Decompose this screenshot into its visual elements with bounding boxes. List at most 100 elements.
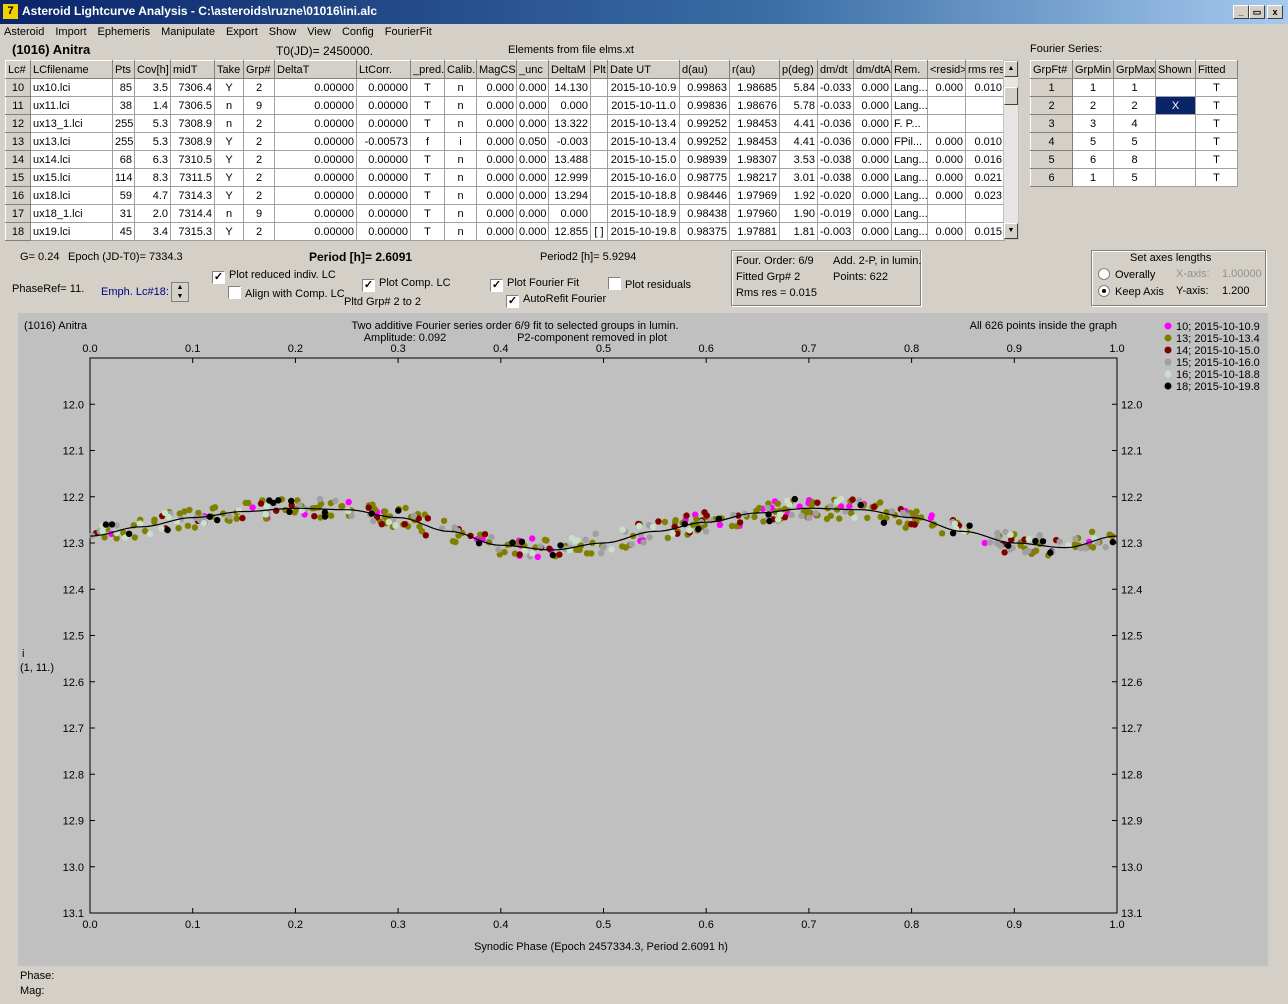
lc-cell[interactable]: 255	[112, 114, 135, 133]
lc-cell[interactable]: 13.322	[548, 114, 591, 133]
lc-col-header[interactable]: MagCS	[476, 60, 517, 79]
lc-cell[interactable]: 68	[112, 150, 135, 169]
lc-cell[interactable]: 0.000	[476, 96, 517, 115]
fs-cell[interactable]: 5	[1113, 132, 1156, 151]
lc-cell[interactable]: 1.98676	[729, 96, 780, 115]
lc-cell[interactable]: ux18_1.lci	[30, 204, 113, 223]
lc-cell[interactable]: 0.000	[516, 96, 549, 115]
lc-cell[interactable]: 1.90	[779, 204, 818, 223]
lc-cell[interactable]: n	[214, 204, 244, 223]
lc-cell[interactable]: 0.000	[853, 150, 892, 169]
lc-cell[interactable]: 0.00000	[274, 186, 357, 205]
lc-row-number[interactable]: 14	[5, 150, 31, 169]
autorefit-checkbox[interactable]: ✓ AutoRefit Fourier	[506, 293, 606, 308]
lc-cell[interactable]: 0.00000	[356, 204, 411, 223]
lc-cell[interactable]: 2015-10-18.9	[607, 204, 680, 223]
fs-cell[interactable]	[1155, 150, 1196, 169]
menu-manipulate[interactable]: Manipulate	[161, 26, 215, 38]
lc-col-header[interactable]: midT	[170, 60, 215, 79]
fs-col-header[interactable]: Fitted	[1195, 60, 1238, 79]
lc-cell[interactable]: 0.015	[965, 222, 1005, 241]
lc-cell[interactable]: 2015-10-16.0	[607, 168, 680, 187]
lc-cell[interactable]: n	[214, 96, 244, 115]
fs-cell[interactable]: 5	[1072, 132, 1114, 151]
lc-cell[interactable]: 0.000	[853, 96, 892, 115]
lc-cell[interactable]: 2015-10-11.0	[607, 96, 680, 115]
emph-spinner[interactable]: ▲ ▼	[171, 282, 189, 302]
lc-cell[interactable]: 0.00000	[274, 150, 357, 169]
fs-row-number[interactable]: 4	[1030, 132, 1073, 151]
lc-cell[interactable]: 0.98375	[679, 222, 730, 241]
lc-cell[interactable]	[927, 96, 966, 115]
lc-cell[interactable]: 2	[243, 150, 275, 169]
lc-cell[interactable]: 0.000	[548, 96, 591, 115]
lc-cell[interactable]: 0.000	[927, 78, 966, 97]
lc-col-header[interactable]: Calib.	[444, 60, 477, 79]
lc-cell[interactable]: Lang...	[891, 186, 928, 205]
lc-row-number[interactable]: 11	[5, 96, 31, 115]
lc-cell[interactable]: -0.020	[817, 186, 854, 205]
lc-cell[interactable]: 2015-10-18.8	[607, 186, 680, 205]
radio-icon[interactable]	[1098, 268, 1110, 280]
checkbox-icon[interactable]: ✓	[212, 271, 225, 284]
lc-cell[interactable]: Lang...	[891, 150, 928, 169]
lc-cell[interactable]: T	[410, 114, 445, 133]
lc-cell[interactable]: 3.53	[779, 150, 818, 169]
lc-cell[interactable]: n	[214, 114, 244, 133]
lc-cell[interactable]: 7306.4	[170, 78, 215, 97]
fs-cell[interactable]: 6	[1072, 150, 1114, 169]
fs-row-number[interactable]: 2	[1030, 96, 1073, 115]
menu-export[interactable]: Export	[225, 26, 258, 38]
lc-cell[interactable]	[590, 78, 608, 97]
lc-col-header[interactable]: _pred.	[410, 60, 445, 79]
lc-cell[interactable]: 0.021	[965, 168, 1005, 187]
lc-cell[interactable]: -0.033	[817, 96, 854, 115]
lc-cell[interactable]: Lang...	[891, 96, 928, 115]
checkbox-icon[interactable]	[608, 277, 621, 290]
lc-cell[interactable]: 3.01	[779, 168, 818, 187]
fs-cell[interactable]: 2	[1072, 96, 1114, 115]
lc-cell[interactable]: n	[444, 222, 477, 241]
lc-col-header[interactable]: Grp#	[243, 60, 275, 79]
fs-cell[interactable]: 3	[1072, 114, 1114, 133]
fs-cell[interactable]: 1	[1072, 78, 1114, 97]
lc-cell[interactable]: T	[410, 168, 445, 187]
lc-cell[interactable]: 0.000	[476, 204, 517, 223]
lc-cell[interactable]: 1.98307	[729, 150, 780, 169]
lc-cell[interactable]: Y	[214, 150, 244, 169]
lc-col-header[interactable]: Cov[h]	[134, 60, 171, 79]
keep-axis-radio[interactable]: Keep Axis	[1098, 285, 1164, 298]
lc-cell[interactable]: FPil...	[891, 132, 928, 151]
menu-fourierfit[interactable]: FourierFit	[384, 26, 432, 38]
lc-cell[interactable]: 0.000	[476, 168, 517, 187]
fs-row-number[interactable]: 6	[1030, 168, 1073, 187]
period-value[interactable]: Period [h]= 2.6091	[309, 250, 413, 264]
lc-col-header[interactable]: Plt	[590, 60, 608, 79]
lc-cell[interactable]: 1.97960	[729, 204, 780, 223]
lc-col-header[interactable]: Lc#	[5, 60, 31, 79]
lc-cell[interactable]: 12.999	[548, 168, 591, 187]
lc-cell[interactable]: 0.000	[927, 168, 966, 187]
lc-cell[interactable]: 0.00000	[356, 222, 411, 241]
align-comp-checkbox[interactable]: Align with Comp. LC	[228, 286, 345, 300]
lc-cell[interactable]: 2015-10-19.8	[607, 222, 680, 241]
lc-cell[interactable]: Y	[214, 78, 244, 97]
fs-row-number[interactable]: 3	[1030, 114, 1073, 133]
lc-cell[interactable]: 0.010	[965, 132, 1005, 151]
lc-cell[interactable]: 0.050	[516, 132, 549, 151]
lc-row-number[interactable]: 18	[5, 222, 31, 241]
lc-cell[interactable]: 31	[112, 204, 135, 223]
lc-cell[interactable]: -0.003	[817, 222, 854, 241]
lc-col-header[interactable]: dm/dt	[817, 60, 854, 79]
lc-row-number[interactable]: 16	[5, 186, 31, 205]
lc-cell[interactable]: 0.000	[516, 150, 549, 169]
lc-cell[interactable]: n	[444, 114, 477, 133]
lc-cell[interactable]: 0.000	[516, 168, 549, 187]
lc-cell[interactable]: 5.84	[779, 78, 818, 97]
lc-cell[interactable]: T	[410, 186, 445, 205]
